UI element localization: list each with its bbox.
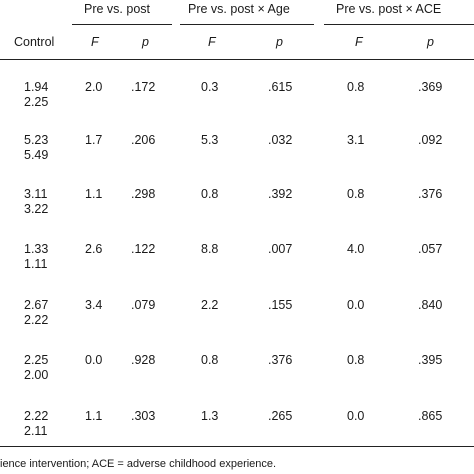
p-value: .376 [418, 187, 443, 201]
p-value: .265 [268, 409, 293, 423]
f-value: 0.8 [201, 353, 219, 367]
f-value: 3.1 [347, 133, 365, 147]
p-value: .303 [131, 409, 156, 423]
table-bottom-rule [0, 446, 474, 447]
control-value-2: 2.00 [24, 368, 49, 382]
p-value: .155 [268, 298, 293, 312]
control-value-1: 2.22 [24, 409, 49, 423]
header-underline-1 [72, 24, 172, 25]
control-value-1: 1.94 [24, 80, 49, 94]
p-value: .376 [268, 353, 293, 367]
p-value: .057 [418, 242, 443, 256]
table-row: 1.94 2.25 2.0 .172 0.3 .615 0.8 .369 [0, 80, 474, 110]
p-value: .172 [131, 80, 156, 94]
table-footnote: ience intervention; ACE = adverse childh… [0, 458, 277, 470]
f-value: 1.1 [85, 409, 103, 423]
f-value: 5.3 [201, 133, 219, 147]
table-row: 1.33 1.11 2.6 .122 8.8 .007 4.0 .057 [0, 242, 474, 272]
header-control: Control [14, 35, 55, 49]
control-value-2: 2.11 [24, 424, 48, 438]
control-value-1: 5.23 [24, 133, 49, 147]
control-value-1: 2.67 [24, 298, 49, 312]
control-value-2: 5.49 [24, 148, 49, 162]
p-value: .840 [418, 298, 443, 312]
f-value: 0.0 [85, 353, 103, 367]
p-value: .369 [418, 80, 443, 94]
table-row: 3.11 3.22 1.1 .298 0.8 .392 0.8 .376 [0, 187, 474, 217]
header-pre-vs-post-ace: Pre vs. post × ACE [336, 2, 442, 16]
p-value: .092 [418, 133, 443, 147]
p-value: .007 [268, 242, 293, 256]
f-value: 0.0 [347, 409, 365, 423]
f-value: 8.8 [201, 242, 219, 256]
control-value-2: 1.11 [24, 257, 48, 271]
f-value: 1.3 [201, 409, 219, 423]
f-value: 4.0 [347, 242, 365, 256]
p-value: .392 [268, 187, 293, 201]
f-value: 1.1 [85, 187, 103, 201]
table-row: 2.67 2.22 3.4 .079 2.2 .155 0.0 .840 [0, 298, 474, 328]
table-row: 2.25 2.00 0.0 .928 0.8 .376 0.8 .395 [0, 353, 474, 383]
control-value-1: 3.11 [24, 187, 48, 201]
f-value: 2.6 [85, 242, 103, 256]
header-pre-vs-post: Pre vs. post [84, 2, 150, 16]
f-value: 0.0 [347, 298, 365, 312]
f-value: 3.4 [85, 298, 103, 312]
p-value: .298 [131, 187, 156, 201]
table-row: 5.23 5.49 1.7 .206 5.3 .032 3.1 .092 [0, 133, 474, 163]
f-value: 2.2 [201, 298, 219, 312]
control-value-2: 2.25 [24, 95, 49, 109]
header-f-1: F [91, 35, 99, 49]
control-value-1: 1.33 [24, 242, 49, 256]
f-value: 0.8 [347, 187, 365, 201]
p-value: .206 [131, 133, 156, 147]
header-p-3: p [427, 35, 434, 49]
header-pre-vs-post-age: Pre vs. post × Age [188, 2, 290, 16]
p-value: .122 [131, 242, 156, 256]
f-value: 0.8 [347, 353, 365, 367]
f-value: 0.8 [201, 187, 219, 201]
header-f-3: F [355, 35, 363, 49]
p-value: .928 [131, 353, 156, 367]
p-value: .079 [131, 298, 156, 312]
f-value: 2.0 [85, 80, 103, 94]
f-value: 0.3 [201, 80, 219, 94]
header-underline-2 [180, 24, 314, 25]
table-row: 2.22 2.11 1.1 .303 1.3 .265 0.0 .865 [0, 409, 474, 439]
header-f-2: F [208, 35, 216, 49]
p-value: .865 [418, 409, 443, 423]
header-p-1: p [142, 35, 149, 49]
p-value: .615 [268, 80, 293, 94]
header-bottom-rule [0, 59, 474, 60]
control-value-2: 3.22 [24, 202, 49, 216]
f-value: 0.8 [347, 80, 365, 94]
p-value: .395 [418, 353, 443, 367]
p-value: .032 [268, 133, 293, 147]
control-value-1: 2.25 [24, 353, 49, 367]
f-value: 1.7 [85, 133, 103, 147]
header-p-2: p [276, 35, 283, 49]
header-underline-3 [324, 24, 474, 25]
control-value-2: 2.22 [24, 313, 49, 327]
